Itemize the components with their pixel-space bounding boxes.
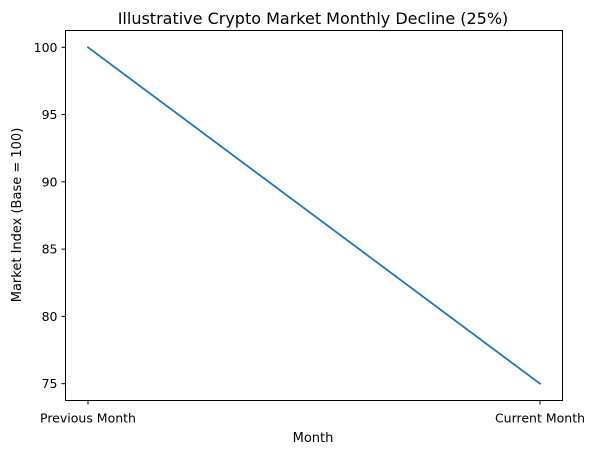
- x-tick-label: Previous Month: [40, 411, 136, 426]
- x-axis: Previous Month Current Month: [40, 400, 585, 426]
- x-axis-label: Month: [293, 431, 334, 446]
- y-tick-label: 90: [42, 174, 58, 189]
- y-axis-label: Market Index (Base = 100): [10, 128, 25, 303]
- series-group: [87, 46, 541, 385]
- series-line: [87, 46, 541, 385]
- y-tick-label: 100: [34, 40, 58, 55]
- chart-title: Illustrative Crypto Market Monthly Decli…: [118, 9, 509, 28]
- x-tick-label: Current Month: [495, 411, 585, 426]
- y-tick-label: 75: [42, 376, 58, 391]
- plot-area-frame: [65, 30, 563, 401]
- y-tick-label: 80: [42, 309, 58, 324]
- y-tick-label: 85: [42, 242, 58, 257]
- y-axis: 75 80 85 90 95 100: [34, 40, 66, 391]
- y-tick-label: 95: [42, 107, 58, 122]
- data-point: [539, 382, 541, 385]
- data-point: [87, 46, 89, 49]
